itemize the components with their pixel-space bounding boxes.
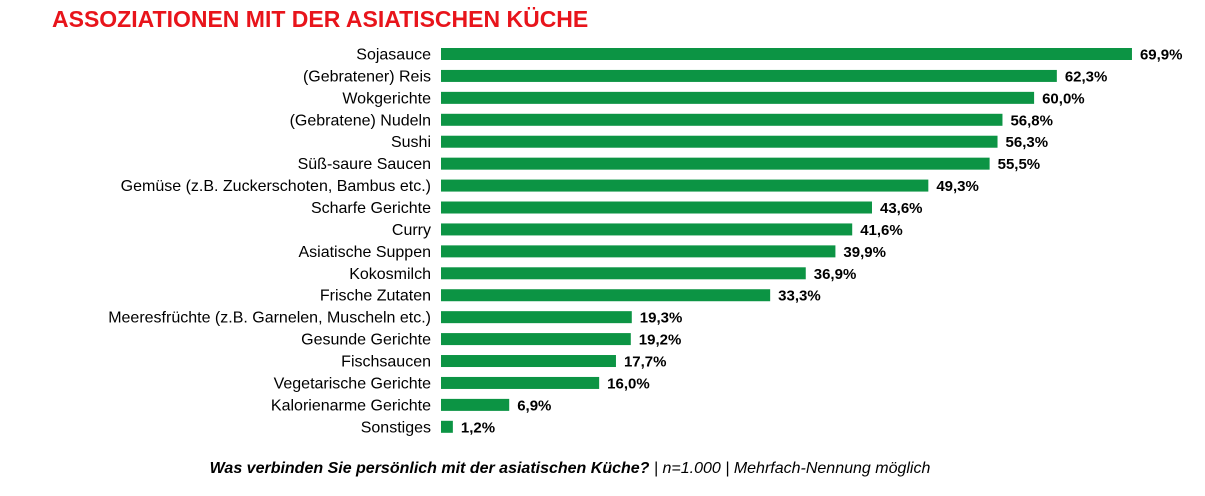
- bar: [441, 267, 806, 280]
- bar: [441, 223, 853, 236]
- value-label: 16,0%: [607, 375, 650, 392]
- category-label: Sushi: [391, 134, 431, 151]
- category-label: Sojasauce: [356, 47, 431, 64]
- value-label: 56,8%: [1010, 112, 1053, 129]
- bar: [441, 48, 1132, 60]
- category-label: Asiatische Suppen: [298, 244, 431, 261]
- category-label: Kalorienarme Gerichte: [271, 397, 431, 414]
- category-label: Vegetarische Gerichte: [274, 375, 432, 392]
- value-label: 17,7%: [624, 354, 667, 371]
- bar: [441, 398, 510, 411]
- value-label: 36,9%: [814, 266, 857, 283]
- chart-title: ASSOZIATIONEN MIT DER ASIATISCHEN KÜCHE: [52, 6, 589, 32]
- category-label: Meeresfrüchte (z.B. Garnelen, Muscheln e…: [108, 310, 431, 327]
- bar: [441, 245, 836, 258]
- category-label: Scharfe Gerichte: [311, 200, 431, 217]
- bar: [441, 201, 872, 214]
- value-label: 49,3%: [936, 178, 979, 195]
- bar: [441, 311, 632, 324]
- bars-group: Sojasauce 69,9% (Gebratener) Reis 62,3% Wokg…: [108, 47, 1182, 437]
- value-label: 33,3%: [778, 288, 821, 305]
- bar: [441, 376, 600, 389]
- value-label: 6,9%: [517, 397, 551, 414]
- category-label: Gesunde Gerichte: [301, 332, 431, 349]
- value-label: 55,5%: [998, 156, 1041, 173]
- value-label: 39,9%: [843, 244, 886, 261]
- value-label: 19,2%: [639, 332, 682, 349]
- bar: [441, 420, 453, 433]
- value-label: 43,6%: [880, 200, 923, 217]
- category-label: (Gebratene) Nudeln: [290, 112, 431, 129]
- category-label: Fischsaucen: [341, 354, 431, 371]
- bar: [441, 179, 929, 192]
- category-label: Frische Zutaten: [320, 288, 431, 305]
- category-label: Wokgerichte: [342, 90, 431, 107]
- bar: [441, 135, 998, 148]
- footnote-question: Was verbinden Sie persönlich mit der asi…: [209, 460, 650, 477]
- value-label: 62,3%: [1065, 68, 1108, 85]
- chart-footnote: Was verbinden Sie persönlich mit der asi…: [0, 460, 1140, 478]
- bar: [441, 157, 990, 170]
- value-label: 41,6%: [860, 222, 903, 239]
- category-label: (Gebratener) Reis: [303, 68, 431, 85]
- bar: [441, 91, 1035, 104]
- value-label: 69,9%: [1140, 47, 1183, 64]
- bar: [441, 113, 1003, 126]
- category-label: Kokosmilch: [349, 266, 431, 283]
- value-label: 19,3%: [640, 310, 683, 327]
- bar: [441, 69, 1057, 82]
- category-label: Sonstiges: [361, 419, 431, 436]
- value-label: 1,2%: [461, 419, 495, 436]
- value-label: 56,3%: [1006, 134, 1049, 151]
- bar: [441, 355, 616, 368]
- category-label: Süß-saure Saucen: [298, 156, 431, 173]
- value-label: 60,0%: [1042, 90, 1085, 107]
- bar: [441, 289, 771, 302]
- category-label: Gemüse (z.B. Zuckerschoten, Bambus etc.): [121, 178, 431, 195]
- footnote-details: | n=1.000 | Mehrfach-Nennung möglich: [649, 460, 931, 477]
- bar: [441, 333, 631, 346]
- category-label: Curry: [392, 222, 431, 239]
